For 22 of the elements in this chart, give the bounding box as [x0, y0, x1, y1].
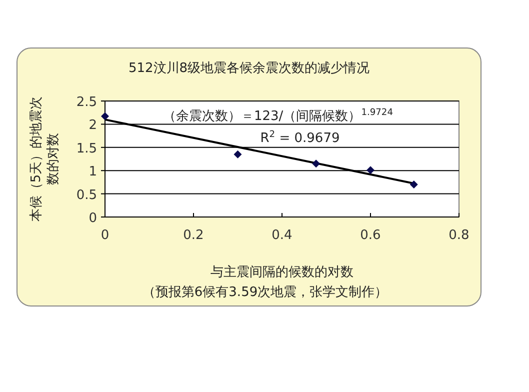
point — [366, 166, 374, 174]
x-tick-label: 0.2 — [183, 228, 204, 243]
text: （预报第6候有3.59次地震，张学文制作） — [142, 285, 388, 300]
x-tick-label: 0.4 — [272, 228, 292, 243]
y-tick-label: 0.5 — [76, 188, 97, 203]
chart-title: 512汶川8级地震各候余震次数的减少情况 — [128, 61, 370, 76]
y-tick-label: 2 — [88, 118, 97, 134]
y-tick-label: 2.5 — [76, 95, 97, 110]
x-tick-label: 0.6 — [360, 228, 381, 243]
annotation: （余震次数）＝123/（间隔候数）$^{1.9724}$ — [162, 108, 394, 124]
annotation: R$^{2}$ = 0.9679 — [260, 130, 340, 146]
y-tick-label: 1.5 — [76, 141, 97, 156]
point — [312, 160, 320, 168]
x-axis-title: 与主震间隔的候数的对数 — [210, 264, 354, 280]
point — [234, 150, 242, 158]
point — [101, 112, 109, 120]
x-tick-label: 0.8 — [448, 228, 470, 243]
y-axis-title: 本候（5天）的地震次数的对数 — [29, 96, 61, 222]
y-tick-label: 1 — [88, 164, 97, 180]
y-tick-label: 0 — [88, 211, 97, 226]
x-tick-label: 0 — [100, 228, 110, 243]
point — [410, 180, 418, 189]
